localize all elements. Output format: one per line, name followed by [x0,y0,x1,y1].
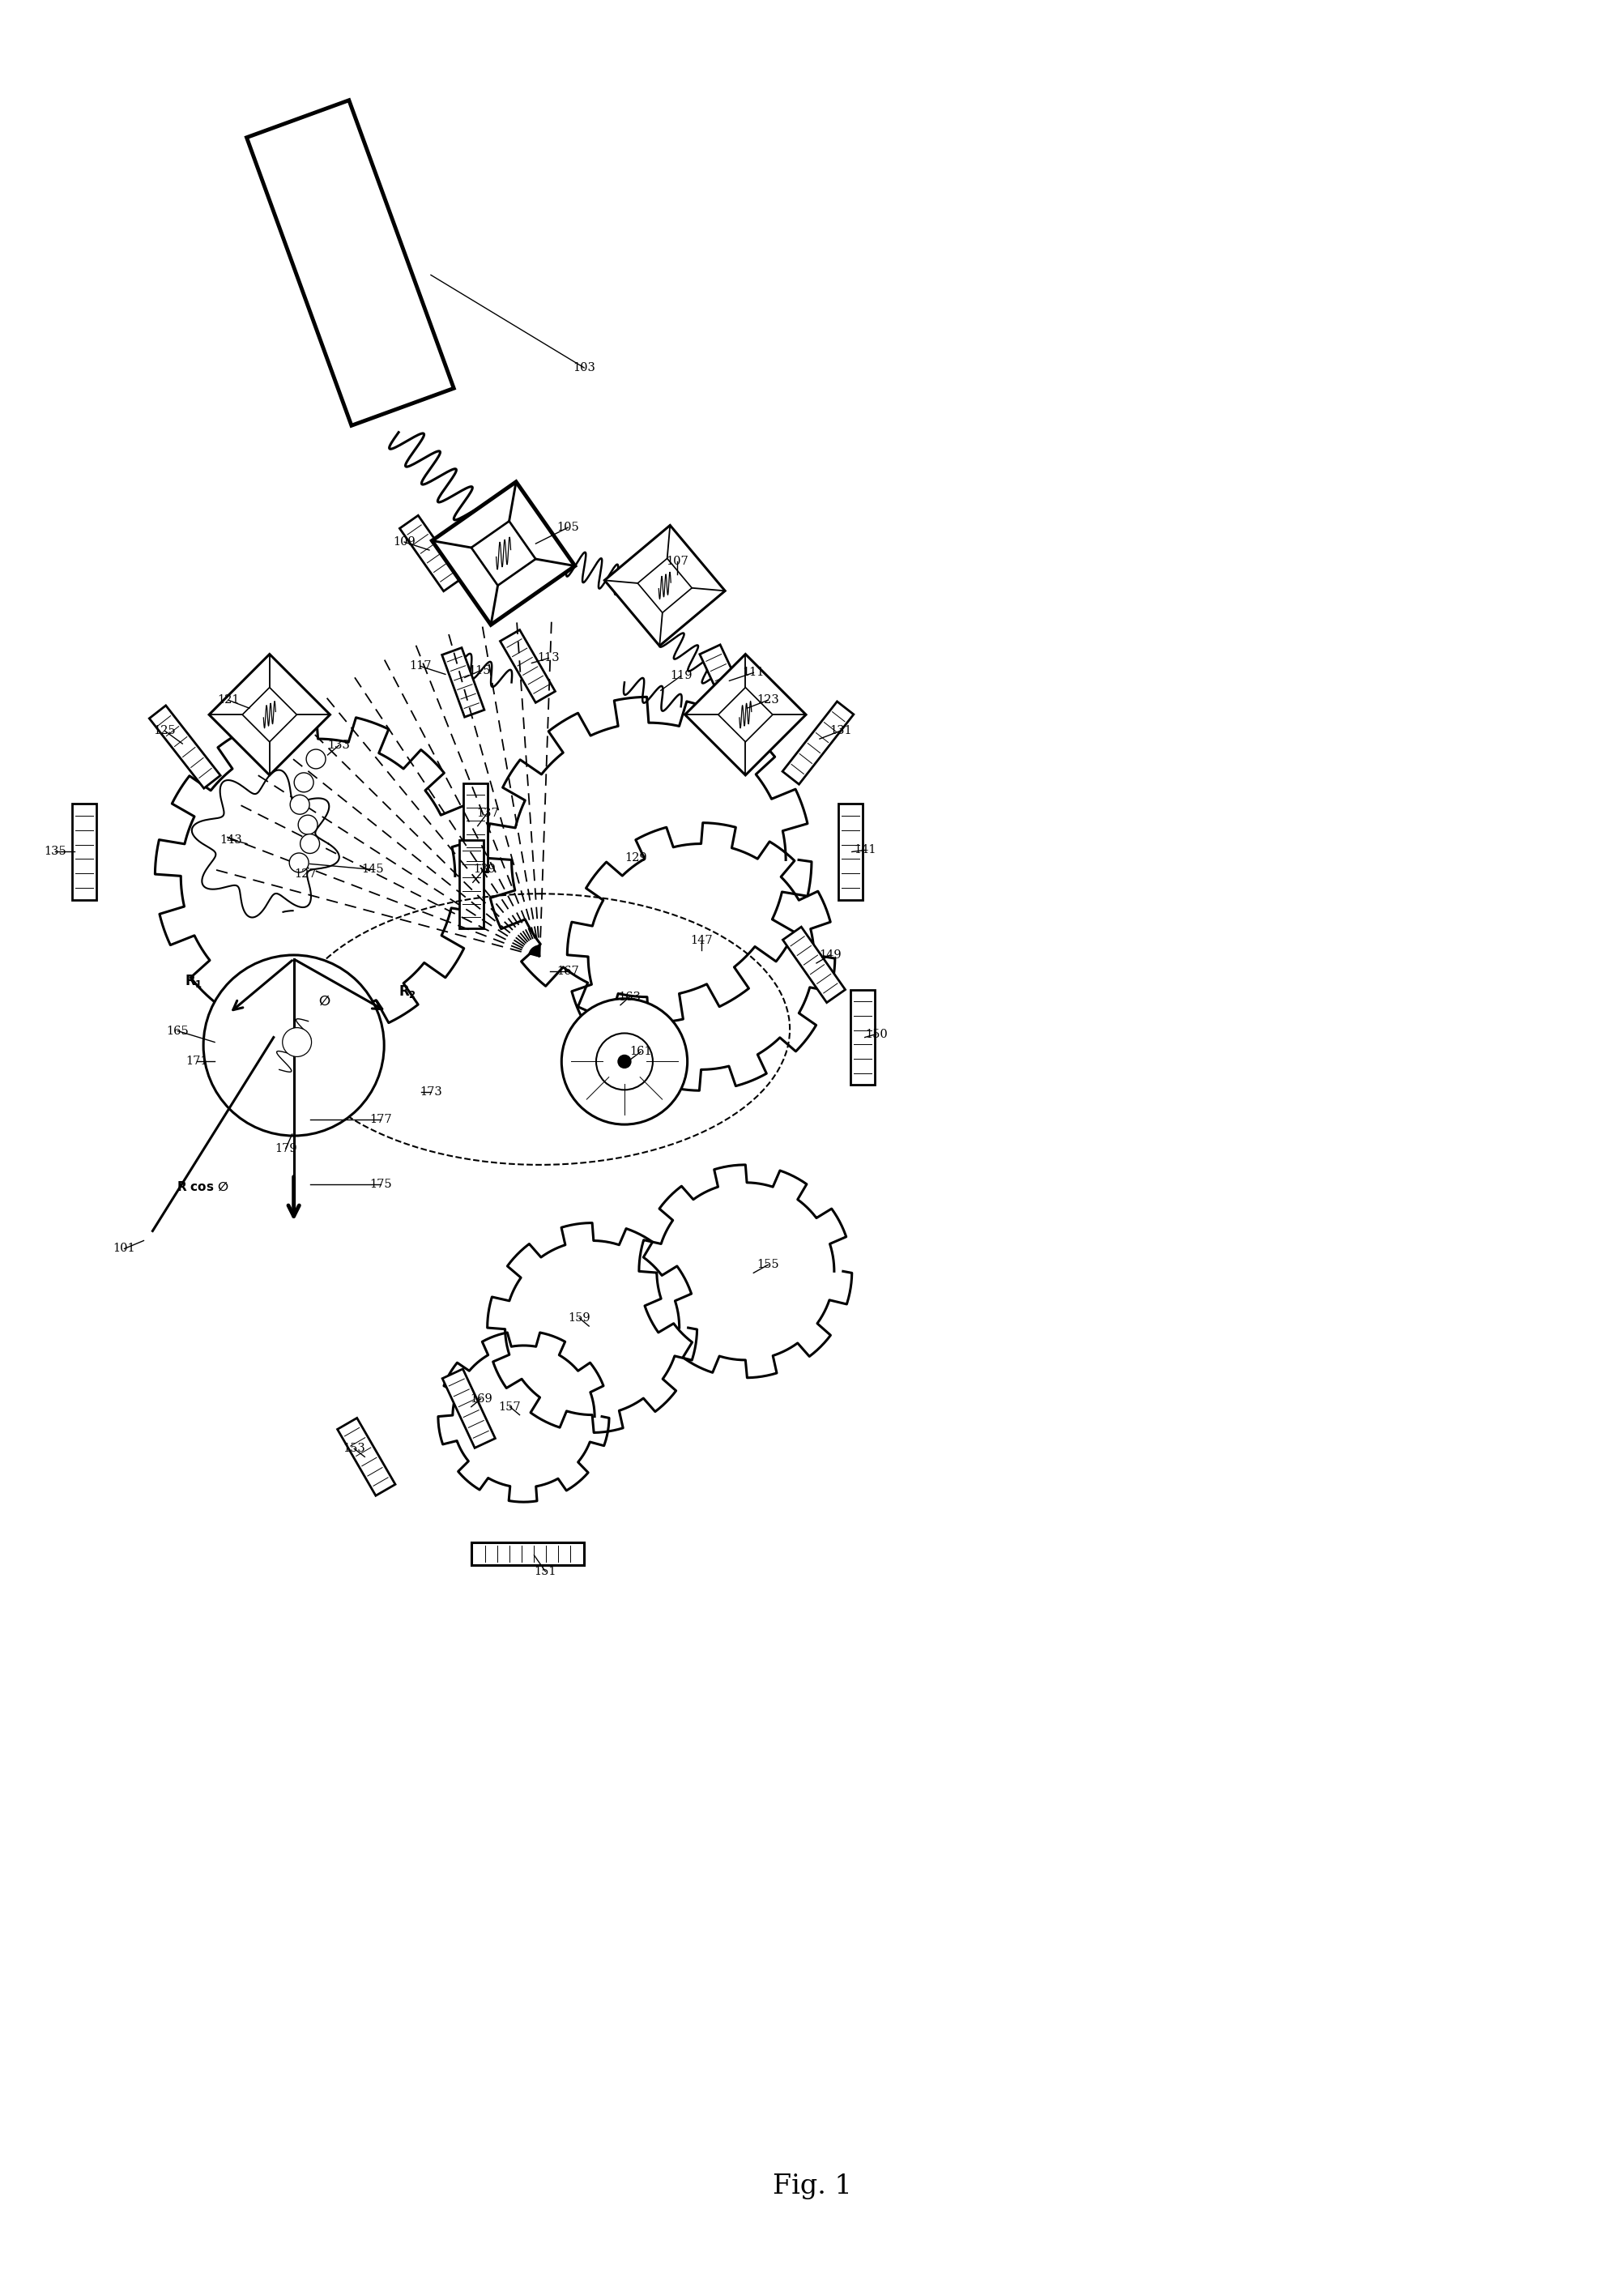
Polygon shape [783,701,854,785]
Text: 139: 139 [473,865,495,876]
Text: 147: 147 [690,936,713,947]
Text: 165: 165 [166,1025,188,1036]
Circle shape [291,794,310,815]
Text: 119: 119 [669,671,692,682]
Circle shape [294,774,313,792]
Polygon shape [400,516,463,591]
Text: 117: 117 [409,659,432,671]
Text: 129: 129 [625,853,646,865]
Polygon shape [638,559,692,612]
Text: 125: 125 [154,726,175,737]
Circle shape [299,815,318,835]
Text: Fig. 1: Fig. 1 [773,2172,851,2200]
Circle shape [596,1034,653,1091]
Text: 103: 103 [573,363,596,374]
Polygon shape [71,803,96,899]
Text: $\mathbf{R_2}$: $\mathbf{R_2}$ [398,984,416,1000]
Polygon shape [460,840,484,929]
Text: 109: 109 [393,536,416,548]
Polygon shape [638,1164,853,1378]
Text: 161: 161 [630,1045,651,1057]
Text: 123: 123 [757,694,780,705]
Polygon shape [154,712,481,1038]
Polygon shape [700,646,750,721]
Polygon shape [471,520,536,586]
Polygon shape [718,687,773,742]
Text: 159: 159 [568,1312,591,1324]
Text: 163: 163 [619,990,640,1002]
Polygon shape [442,648,484,717]
Text: 137: 137 [476,808,499,819]
Polygon shape [442,1369,495,1447]
Polygon shape [471,1543,585,1565]
Text: 167: 167 [557,965,580,977]
Circle shape [283,1027,312,1057]
Polygon shape [604,525,724,646]
Text: 107: 107 [666,557,689,566]
Text: $\mathbf{R_1}$: $\mathbf{R_1}$ [185,972,203,988]
Text: 157: 157 [499,1401,521,1413]
Polygon shape [247,100,453,424]
Circle shape [562,1000,687,1125]
Text: $\mathbf{R\ cos\ \emptyset}$: $\mathbf{R\ cos\ \emptyset}$ [177,1180,229,1193]
Polygon shape [486,696,812,1022]
Text: 169: 169 [469,1392,492,1403]
Circle shape [619,1054,630,1068]
Text: 121: 121 [218,694,240,705]
Polygon shape [432,482,575,625]
Text: 101: 101 [114,1244,135,1255]
Text: 115: 115 [468,666,490,678]
Polygon shape [685,655,806,776]
Text: 105: 105 [557,523,580,534]
Text: 111: 111 [742,666,765,678]
Polygon shape [438,1333,609,1502]
Text: 173: 173 [419,1086,442,1098]
Text: 149: 149 [818,949,841,961]
Circle shape [289,853,309,872]
Circle shape [203,956,385,1136]
Polygon shape [838,803,862,899]
Text: 127: 127 [294,869,317,881]
Polygon shape [783,926,844,1002]
Text: 175: 175 [370,1178,391,1189]
Text: 151: 151 [534,1565,557,1577]
Text: 171: 171 [185,1057,208,1068]
Text: 131: 131 [830,726,853,737]
Text: 150: 150 [866,1029,887,1041]
Polygon shape [338,1417,395,1495]
Text: 113: 113 [538,653,560,664]
Circle shape [307,748,326,769]
Circle shape [300,833,320,853]
Polygon shape [149,705,221,787]
Text: 177: 177 [370,1114,391,1125]
Polygon shape [567,824,835,1091]
Polygon shape [500,630,555,703]
Text: 135: 135 [44,847,67,858]
Text: 155: 155 [757,1260,780,1271]
Text: 153: 153 [343,1442,365,1454]
Text: 143: 143 [219,833,242,844]
Polygon shape [487,1223,697,1433]
Polygon shape [242,687,297,742]
Polygon shape [209,655,330,776]
Text: 179: 179 [274,1143,297,1155]
Polygon shape [463,783,487,872]
Text: 141: 141 [854,844,875,856]
Text: 133: 133 [328,739,351,751]
Text: 145: 145 [362,865,383,876]
Polygon shape [851,990,874,1084]
Text: $\mathbf{\emptyset}$: $\mathbf{\emptyset}$ [318,995,330,1009]
